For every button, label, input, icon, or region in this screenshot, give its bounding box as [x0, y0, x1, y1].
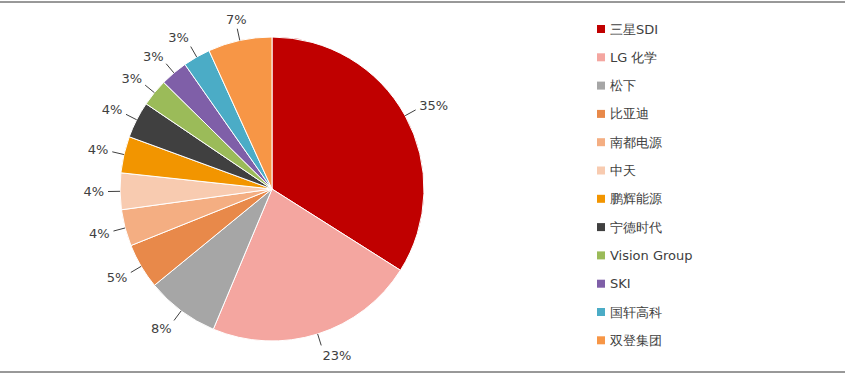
leader-line	[131, 266, 141, 272]
leader-line	[405, 110, 416, 116]
data-label: 4%	[102, 102, 123, 117]
leader-line	[237, 29, 240, 41]
data-label: 3%	[168, 30, 189, 45]
leader-line	[113, 228, 125, 231]
legend-swatch	[597, 195, 605, 203]
data-label: 23%	[322, 348, 351, 363]
pie-slice	[209, 37, 272, 189]
leader-line	[145, 85, 154, 93]
legend-label: 国轩高科	[610, 305, 662, 320]
data-label: 4%	[88, 142, 109, 157]
legend-swatch	[597, 82, 605, 90]
legend: 三星SDI LG 化学松下比亚迪南都电源中天鹏辉能源宁德时代 Vision Grou…	[597, 22, 693, 348]
legend-swatch	[597, 167, 605, 175]
legend-swatch	[597, 223, 605, 231]
legend-label: 松下	[610, 78, 636, 93]
rule	[0, 2, 845, 3]
leader-line	[318, 334, 322, 345]
leader-line	[108, 191, 120, 192]
legend-label: 双登集团	[610, 333, 662, 348]
legend-label: LG 化学	[610, 50, 657, 65]
legend-label: 三星SDI	[610, 22, 658, 37]
leader-line	[191, 47, 197, 57]
legend-swatch	[597, 138, 605, 146]
data-label: 35%	[419, 98, 448, 113]
legend-swatch	[597, 25, 605, 33]
data-label: 5%	[107, 270, 128, 285]
legend-swatch	[597, 280, 605, 288]
legend-label: Vision Group	[610, 248, 693, 263]
data-label: 3%	[121, 71, 142, 86]
legend-label: SKI	[610, 276, 631, 291]
legend-label: 鹏辉能源	[610, 191, 662, 206]
legend-label: 宁德时代	[610, 220, 662, 235]
leader-line	[166, 64, 174, 73]
data-label: 4%	[89, 226, 110, 241]
legend-swatch	[597, 53, 605, 61]
legend-swatch	[597, 110, 605, 118]
pie	[120, 37, 424, 341]
data-labels: 35%23%8%5%4%4%4%4%3%3%3%7%	[83, 12, 448, 363]
data-label: 7%	[226, 12, 247, 27]
legend-label: 南都电源	[610, 135, 662, 150]
legend-label: 比亚迪	[610, 106, 649, 121]
legend-swatch	[597, 308, 605, 316]
legend-swatch	[597, 336, 605, 344]
leader-line	[112, 152, 124, 155]
legend-label: 中天	[610, 163, 636, 178]
chart: 35%23%8%5%4%4%4%4%3%3%3%7%三星SDILG 化学松下比亚…	[0, 0, 845, 378]
data-label: 4%	[83, 184, 104, 199]
data-label: 3%	[143, 49, 164, 64]
leader-line	[174, 311, 181, 321]
rule	[0, 372, 845, 373]
leader-line	[126, 114, 137, 119]
data-label: 8%	[151, 321, 172, 336]
legend-swatch	[597, 251, 605, 259]
